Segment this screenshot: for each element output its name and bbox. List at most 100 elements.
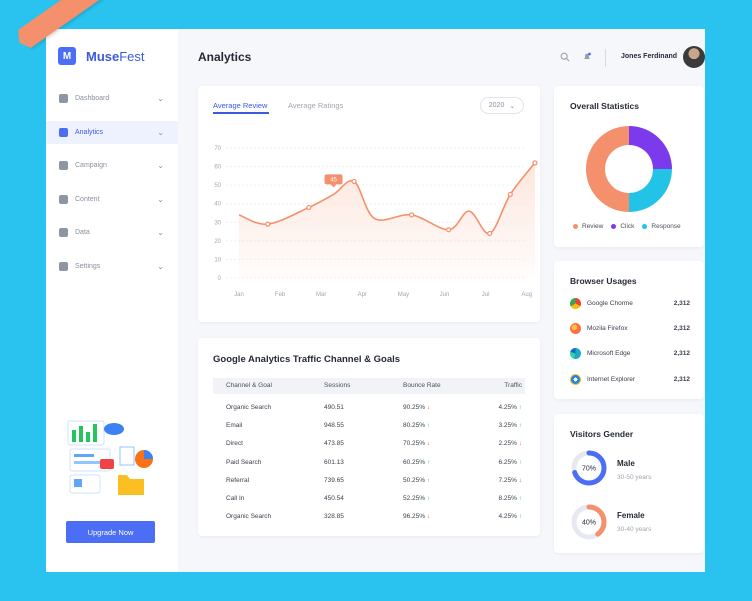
- column-header-sessions: Sessions: [324, 382, 351, 389]
- legend-dot: [642, 224, 648, 229]
- donut-slice-response[interactable]: [629, 169, 672, 212]
- cell-bounce: 90.25% ↓: [403, 404, 430, 411]
- table-row[interactable]: Organic Search 490.51 90.25% ↓ 4.25% ↑: [213, 399, 525, 417]
- ring-progress: [571, 504, 607, 540]
- statistics-donut-chart: [586, 126, 672, 212]
- cell-traffic-value: 6.25%: [498, 458, 517, 466]
- cell-sessions: 490.51: [324, 404, 344, 411]
- cell-bounce: 96.25% ↓: [403, 513, 430, 520]
- chevron-down-icon: ⌄: [157, 194, 164, 204]
- brand[interactable]: M MuseFest: [58, 47, 145, 65]
- cell-sessions: 948.55: [324, 422, 344, 430]
- bar-chart-icon: [59, 127, 68, 137]
- gender-label-male: Male: [617, 459, 635, 468]
- data-point[interactable]: [446, 227, 452, 233]
- cell-channel: Organic Search: [226, 513, 272, 521]
- data-point[interactable]: [487, 230, 493, 237]
- bell-icon-body: [584, 53, 590, 59]
- table-row[interactable]: Call In 450.54 52.25% ↑ 8.25% ↑: [213, 490, 525, 508]
- sidebar-item-dashboard[interactable]: Dashboard ⌄: [46, 87, 178, 110]
- upgrade-now-button[interactable]: Upgrade Now: [66, 521, 155, 543]
- browser-value: 2,312: [673, 375, 690, 383]
- data-point[interactable]: [507, 191, 513, 198]
- cell-bounce-value: 50.25%: [403, 476, 426, 484]
- cell-sessions: 473.85: [324, 440, 344, 448]
- bell-icon[interactable]: [582, 52, 592, 62]
- browser-value: 2,312: [673, 349, 690, 357]
- data-point[interactable]: [532, 160, 538, 166]
- sidebar-item-label: Analytics: [75, 128, 104, 136]
- arrow-up-icon: ↑: [425, 458, 431, 466]
- legend-dot: [611, 224, 617, 229]
- tooltip-bubble: [324, 174, 343, 185]
- cell-bounce: 60.25% ↑: [403, 459, 430, 466]
- illus-bar: [72, 430, 76, 442]
- traffic-card: Google Analytics Traffic Channel & Goals…: [198, 338, 540, 536]
- arrow-down-icon: ↓: [425, 513, 431, 521]
- tab-average-review[interactable]: Average Review: [213, 101, 268, 110]
- sidebar-item-content[interactable]: Content ⌄: [46, 188, 178, 211]
- cell-bounce-value: 60.25%: [403, 458, 426, 466]
- donut-slice-click[interactable]: [629, 126, 672, 169]
- illus-line: [74, 461, 102, 464]
- sidebar-item-campaign[interactable]: Campaign ⌄: [46, 154, 178, 177]
- legend-label: Review: [582, 223, 604, 230]
- cell-traffic: 7.25% ↓: [499, 477, 523, 484]
- sidebar-item-label: Content: [75, 195, 100, 203]
- sidebar-item-label: Data: [75, 229, 90, 237]
- cell-traffic: 3.25% ↑: [499, 422, 523, 429]
- search-icon[interactable]: [560, 52, 570, 62]
- year-select[interactable]: 2020 ⌄: [480, 97, 524, 114]
- browser-row-chrome[interactable]: Google Chorme 2,312: [570, 295, 690, 311]
- sidebar-item-analytics[interactable]: Analytics ⌄: [46, 120, 178, 144]
- document-icon: [59, 194, 68, 204]
- cloud-icon: [104, 423, 124, 435]
- cell-bounce-value: 96.25%: [403, 513, 426, 521]
- arrow-up-icon: ↑: [516, 495, 522, 502]
- data-point[interactable]: [351, 178, 357, 185]
- table-row[interactable]: Email 948.55 80.25% ↑ 3.25% ↑: [213, 417, 525, 435]
- sidebar-item-settings[interactable]: Settings ⌄: [46, 255, 178, 278]
- browser-name: Microsoft Edge: [587, 349, 631, 357]
- ring-percent: 70%: [582, 466, 596, 473]
- cell-sessions: 328.85: [324, 513, 344, 521]
- browser-row-edge[interactable]: Microsoft Edge 2,312: [570, 345, 690, 361]
- arrow-up-icon: ↑: [516, 422, 522, 430]
- browser-value: 2,312: [673, 299, 690, 307]
- traffic-title: Google Analytics Traffic Channel & Goals: [213, 354, 401, 365]
- donut-slice-review[interactable]: [586, 126, 629, 212]
- tooltip-pointer: [330, 184, 337, 188]
- cell-bounce-value: 70.25%: [403, 440, 426, 448]
- arrow-up-icon: ↑: [516, 513, 522, 521]
- avatar[interactable]: [683, 46, 705, 68]
- ring-percent: 40%: [582, 520, 596, 527]
- data-point[interactable]: [265, 221, 271, 227]
- review-line-chart: 0 10 20 30 40 50 60 70 Jan Feb Mar Apr May Jun Jul Aug 4…: [214, 146, 538, 298]
- arrow-down-icon: ↓: [425, 404, 431, 411]
- cell-bounce: 70.25% ↓: [403, 440, 430, 447]
- video-play-icon: [100, 459, 114, 469]
- arrow-up-icon: ↑: [425, 476, 431, 484]
- cell-traffic-value: 8.25%: [498, 495, 517, 502]
- y-tick-label: 50: [214, 183, 221, 189]
- table-row[interactable]: Paid Search 601.13 60.25% ↑ 6.25% ↑: [213, 454, 525, 472]
- cell-traffic-value: 3.25%: [498, 422, 517, 430]
- sidebar-item-label: Campaign: [75, 162, 107, 170]
- data-point[interactable]: [409, 212, 415, 218]
- table-row[interactable]: Organic Search 328.85 96.25% ↓ 4.25% ↑: [213, 508, 525, 526]
- cell-bounce: 50.25% ↑: [403, 477, 430, 484]
- app-window: M MuseFest Dashboard ⌄ Analytics ⌄ Campa…: [46, 29, 705, 572]
- table-row[interactable]: Direct 473.85 70.25% ↓ 2.25% ↓: [213, 435, 525, 453]
- database-icon: [59, 228, 68, 238]
- browser-row-ie[interactable]: Internet Explorer 2,312: [570, 371, 690, 387]
- chevron-down-icon: ⌄: [157, 161, 164, 171]
- illus-bar: [93, 424, 97, 442]
- data-point[interactable]: [306, 204, 312, 211]
- sidebar-item-data[interactable]: Data ⌄: [46, 221, 178, 244]
- header-divider: [605, 49, 606, 67]
- tab-average-ratings[interactable]: Average Ratings: [288, 101, 344, 110]
- x-tick-label: Aug: [521, 292, 532, 298]
- browser-row-firefox[interactable]: Mozila Firefox 2,312: [570, 320, 690, 336]
- table-row[interactable]: Referral 739.65 50.25% ↑ 7.25% ↓: [213, 472, 525, 490]
- user-name[interactable]: Jones Ferdinand: [621, 53, 678, 60]
